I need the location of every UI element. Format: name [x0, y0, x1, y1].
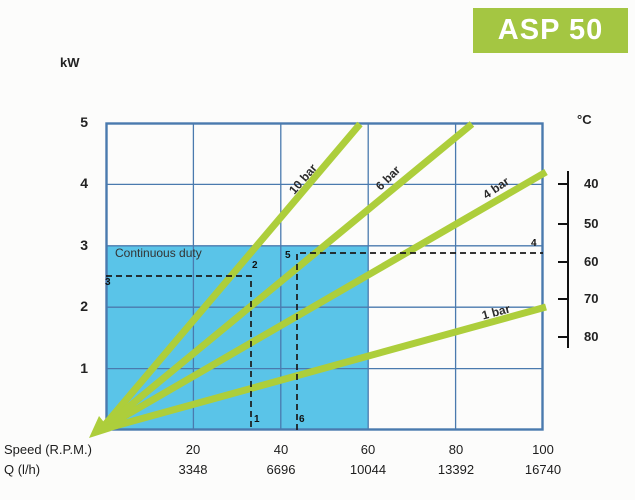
- y-tick-4: 4: [80, 175, 88, 191]
- ref-line-546: [296, 252, 543, 430]
- speed-tick-80: 80: [448, 442, 464, 457]
- curve-1bar: [103, 303, 547, 433]
- ref-marker-2: 2: [252, 260, 258, 271]
- temp-tick-50: 50: [584, 216, 599, 231]
- curve-4bar: [102, 168, 548, 432]
- ref-marker-4: 4: [531, 238, 537, 249]
- ref-line-321: [106, 275, 252, 430]
- y-tick-2: 2: [80, 298, 88, 314]
- ref-marker-6: 6: [299, 414, 305, 425]
- flow-tick-16740: 16740: [524, 462, 562, 477]
- ref-marker-3: 3: [105, 277, 111, 288]
- temp-tick-80: 80: [584, 329, 599, 344]
- speed-tick-60: 60: [360, 442, 376, 457]
- speed-tick-20: 20: [185, 442, 201, 457]
- flow-tick-10044: 10044: [349, 462, 387, 477]
- temperature-scale: [558, 171, 569, 348]
- speed-tick-100: 100: [532, 442, 554, 457]
- temp-tick-60: 60: [584, 254, 599, 269]
- flow-tick-6696: 6696: [266, 462, 296, 477]
- speed-axis-title: Speed (R.P.M.): [4, 442, 92, 457]
- flow-axis-title: Q (l/h): [4, 462, 41, 477]
- y-axis-unit-kw: kW: [60, 55, 80, 70]
- curve-6bar: [100, 121, 475, 431]
- flow-tick-13392: 13392: [437, 462, 475, 477]
- ref-marker-5: 5: [285, 250, 291, 261]
- origin-arrow-icon: [89, 416, 111, 438]
- speed-tick-40: 40: [273, 442, 289, 457]
- flow-tick-3348: 3348: [178, 462, 208, 477]
- model-badge: ASP 50: [473, 8, 628, 53]
- dashed-reference-lines: [106, 252, 543, 430]
- y-axis-unit-celsius: °C: [577, 112, 592, 127]
- y-tick-1: 1: [80, 360, 88, 376]
- temp-tick-70: 70: [584, 291, 599, 306]
- continuous-duty-label: Continuous duty: [115, 246, 202, 260]
- temp-tick-40: 40: [584, 176, 599, 191]
- y-tick-5: 5: [80, 114, 88, 130]
- ref-marker-1: 1: [254, 414, 260, 425]
- y-tick-3: 3: [80, 237, 88, 253]
